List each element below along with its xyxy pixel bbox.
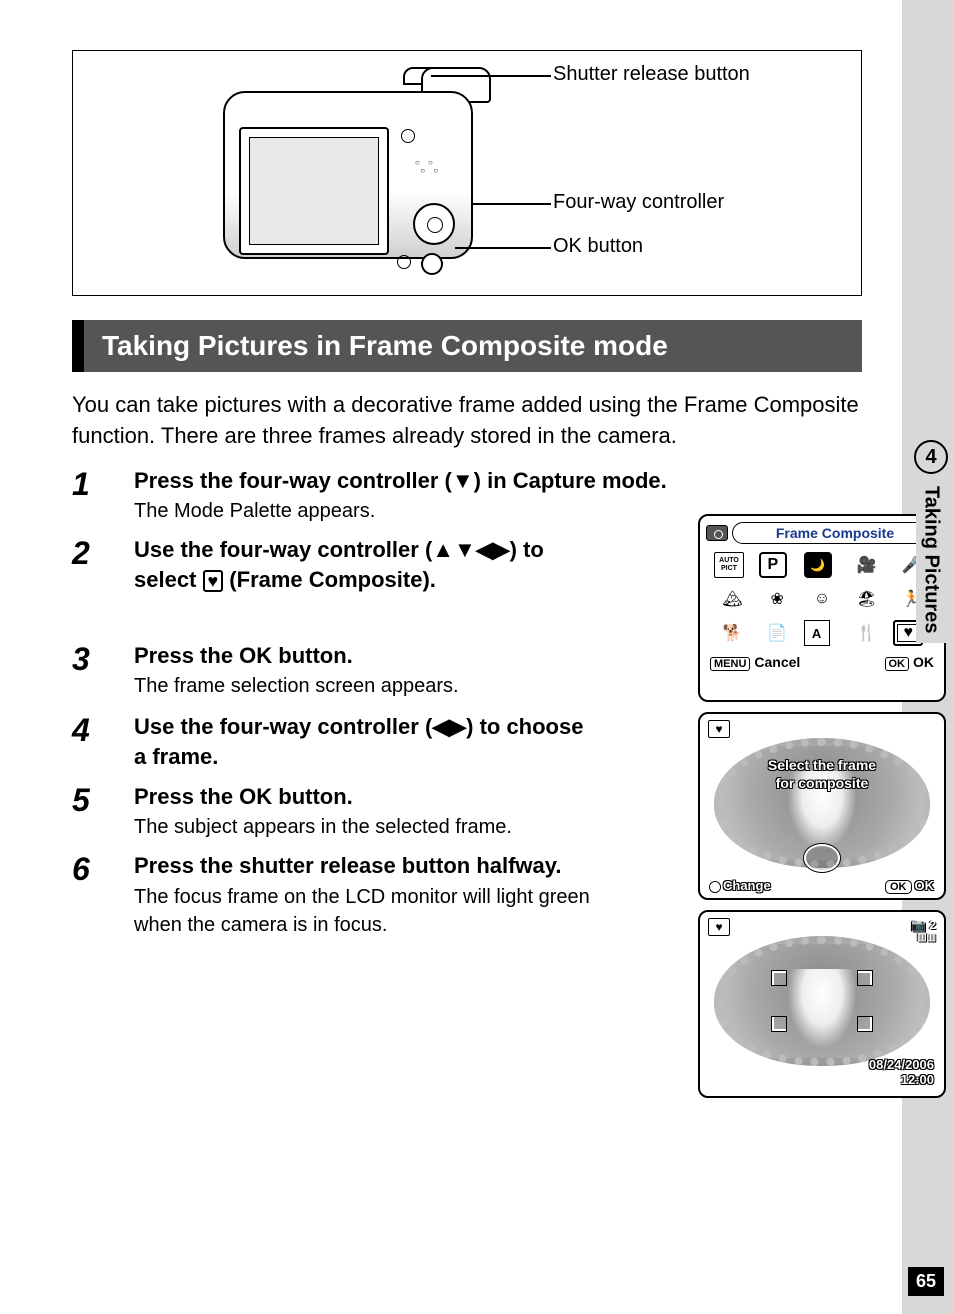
change-label: Change	[723, 878, 771, 893]
shots-remaining: 2	[929, 918, 936, 932]
change-dot-icon	[710, 882, 720, 892]
chapter-number: 4	[914, 440, 948, 474]
screen-select-frame: ♥ Select the frame for composite Change …	[698, 712, 946, 900]
mode-text-icon: 📄	[759, 620, 796, 646]
screen-footer: Change OKOK	[700, 878, 944, 894]
mode-night-icon: 🌙	[804, 552, 832, 578]
callout-ok: OK button	[553, 235, 643, 258]
four-way-controller-shape	[413, 203, 455, 245]
step-title: Press the four-way controller (▼) in Cap…	[134, 466, 862, 496]
step-title: Press the shutter release button halfway…	[134, 851, 594, 881]
step-desc: The subject appears in the selected fram…	[134, 813, 594, 841]
step-desc: The focus frame on the LCD monitor will …	[134, 883, 594, 939]
capture-info: 📷 2 ▥▥	[911, 918, 936, 943]
msg-line2: for composite	[776, 775, 869, 791]
section-heading: Taking Pictures in Frame Composite mode	[72, 320, 862, 372]
nav-indicator-icon	[804, 844, 840, 872]
screen-footer: MENU Cancel OKOK	[700, 650, 944, 677]
heart-icon: ♥	[708, 918, 730, 936]
date-label: 08/24/2006	[869, 1057, 934, 1072]
camera-illustration: ○ ○ ○ ○	[223, 69, 483, 269]
camera-small-button	[401, 129, 415, 143]
cancel-label: Cancel	[754, 654, 800, 670]
mode-a-icon: A	[804, 620, 830, 646]
step-number: 4	[72, 712, 134, 771]
ok-button-label: OK	[885, 657, 910, 671]
focus-frame	[772, 971, 872, 1031]
mode-landscape-icon: 🏔	[714, 586, 751, 612]
mode-flower-icon: ❀	[759, 586, 796, 612]
step-number: 5	[72, 782, 134, 842]
page-number: 65	[908, 1267, 944, 1296]
mode-surf-icon: 🏖	[848, 586, 885, 612]
step-title: Use the four-way controller (▲▼◀▶) to se…	[134, 535, 594, 594]
callout-line-1	[431, 75, 551, 77]
callout-shutter: Shutter release button	[553, 63, 750, 86]
ok-button-label: OK	[885, 880, 912, 894]
ok-button-shape	[421, 253, 443, 275]
camera-icon	[706, 525, 728, 541]
menu-button-label: MENU	[710, 657, 750, 671]
callout-line-3	[455, 247, 551, 249]
callout-line-2	[471, 203, 551, 205]
chapter-label: Taking Pictures	[916, 480, 947, 643]
mode-pet-icon: 🐕	[714, 620, 751, 646]
heart-icon: ♥	[203, 570, 224, 592]
datetime-overlay: 08/24/2006 12:00	[869, 1057, 934, 1088]
decorative-frame	[714, 936, 930, 1066]
mode-autopict-icon: AUTOPICT	[714, 552, 744, 578]
mode-portrait-icon: ☺	[804, 586, 841, 612]
frame-message: Select the frame for composite	[700, 756, 944, 792]
time-label: 12:00	[901, 1072, 934, 1087]
callout-fourway: Four-way controller	[553, 191, 724, 214]
step-title: Press the OK button.	[134, 782, 594, 812]
ok-label: OK	[913, 654, 934, 670]
mode-movie-icon: 🎥	[848, 552, 885, 578]
camera-speaker-dots: ○ ○ ○ ○	[415, 159, 441, 175]
step-number: 3	[72, 641, 134, 701]
mode-program-icon: P	[759, 552, 787, 578]
step-number: 2	[72, 535, 134, 594]
camera-lcd-inner	[249, 137, 379, 245]
camera-small-button-2	[397, 255, 411, 269]
step-title: Use the four-way controller (◀▶) to choo…	[134, 712, 594, 771]
camera-body: ○ ○ ○ ○	[223, 91, 473, 259]
msg-line1: Select the frame	[768, 757, 876, 773]
step-title: Press the OK button.	[134, 641, 594, 671]
intro-paragraph: You can take pictures with a decorative …	[72, 390, 862, 452]
chapter-tab: 4 Taking Pictures	[908, 440, 954, 643]
step-number: 6	[72, 851, 134, 939]
ok-label: OK	[915, 878, 935, 893]
step-desc: The frame selection screen appears.	[134, 672, 594, 700]
heart-icon: ♥	[708, 720, 730, 738]
camera-lcd	[239, 127, 389, 255]
camera-diagram: ○ ○ ○ ○ Shutter release button Four-way …	[72, 50, 862, 296]
mode-food-icon: 🍴	[848, 620, 885, 646]
step-number: 1	[72, 466, 134, 526]
screen-capture-frame: ♥ 📷 2 ▥▥ 08/24/2006 12:00	[698, 910, 946, 1098]
